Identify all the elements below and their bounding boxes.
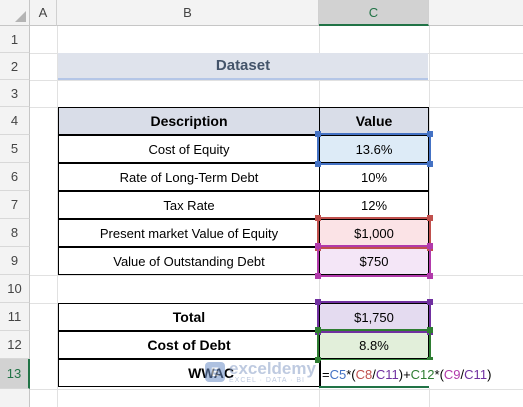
value-cell[interactable]: $750: [319, 247, 429, 275]
formula-in-cell-c13[interactable]: = C5 *(C8/C11)+ C12 *(C9/C11): [321, 360, 492, 388]
column-header-d[interactable]: [429, 0, 523, 26]
row-header-8[interactable]: 8: [0, 219, 30, 247]
formula-op: *(: [346, 366, 356, 382]
exceldemy-logo-icon: E: [205, 362, 225, 382]
formula-op: /: [372, 366, 376, 382]
formula-equals: =: [322, 366, 330, 382]
row-header-9[interactable]: 9: [0, 247, 30, 275]
exceldemy-watermark: E exceldemy EXCEL · DATA · BI: [205, 360, 316, 384]
formula-ref-c5: C5: [329, 366, 347, 382]
row-header-4[interactable]: 4: [0, 107, 30, 135]
column-header-b[interactable]: B: [57, 0, 319, 26]
wwac-label[interactable]: WWAC: [58, 359, 320, 387]
total-label[interactable]: Total: [58, 303, 320, 331]
column-header-a[interactable]: A: [30, 0, 57, 26]
formula-ref-c9: C9: [443, 366, 461, 382]
watermark-sub: EXCEL · DATA · BI: [229, 377, 305, 384]
select-all-triangle-icon: [15, 11, 26, 22]
description-cell[interactable]: Value of Outstanding Debt: [58, 247, 320, 275]
select-all-corner[interactable]: [0, 0, 30, 26]
description-cell[interactable]: Present market Value of Equity: [58, 219, 320, 247]
formula-ref-c11: C11: [464, 366, 488, 382]
row-header-14[interactable]: [0, 389, 30, 407]
dataset-title[interactable]: Dataset: [58, 53, 428, 80]
row-header-5[interactable]: 5: [0, 135, 30, 163]
column-header-c[interactable]: C: [319, 0, 429, 26]
formula-ref-c12: C12: [410, 366, 435, 382]
formula-ref-c11: C11: [375, 366, 399, 382]
value-cell[interactable]: 12%: [319, 191, 429, 219]
formula-ref-c8: C8: [355, 366, 373, 382]
total-value[interactable]: $1,750: [319, 303, 429, 331]
value-cell[interactable]: $1,000: [319, 219, 429, 247]
edit-cursor: [320, 361, 321, 387]
description-cell[interactable]: Cost of Equity: [58, 135, 320, 163]
row-header-6[interactable]: 6: [0, 163, 30, 191]
value-cell[interactable]: 13.6%: [319, 135, 429, 163]
gridline: [57, 26, 58, 407]
gridline: [30, 275, 523, 276]
row-header-3[interactable]: 3: [0, 80, 30, 107]
watermark-name: exceldemy: [229, 359, 316, 378]
formula-op: *(: [434, 366, 444, 382]
formula-op: /: [460, 366, 465, 382]
row-header-11[interactable]: 11: [0, 303, 30, 331]
cost-of-debt-label[interactable]: Cost of Debt: [58, 331, 320, 359]
row-header-10[interactable]: 10: [0, 275, 30, 303]
gridline: [429, 26, 430, 407]
description-cell[interactable]: Rate of Long-Term Debt: [58, 163, 320, 191]
value-cell[interactable]: 10%: [319, 163, 429, 191]
row-header-13[interactable]: 13: [0, 359, 30, 389]
watermark-text: exceldemy EXCEL · DATA · BI: [229, 360, 316, 384]
row-header-7[interactable]: 7: [0, 191, 30, 219]
row-header-1[interactable]: 1: [0, 26, 30, 53]
formula-op: )+: [398, 366, 411, 382]
row-header-12[interactable]: 12: [0, 331, 30, 359]
gridline: [30, 389, 523, 390]
active-cell-indicator: [319, 386, 429, 388]
description-cell[interactable]: Tax Rate: [58, 191, 320, 219]
row-header-2[interactable]: 2: [0, 53, 30, 80]
header-description[interactable]: Description: [58, 107, 320, 135]
gridline: [30, 80, 523, 81]
cost-of-debt-value[interactable]: 8.8%: [319, 331, 429, 359]
header-value[interactable]: Value: [319, 107, 429, 135]
formula-op: ): [487, 366, 492, 382]
